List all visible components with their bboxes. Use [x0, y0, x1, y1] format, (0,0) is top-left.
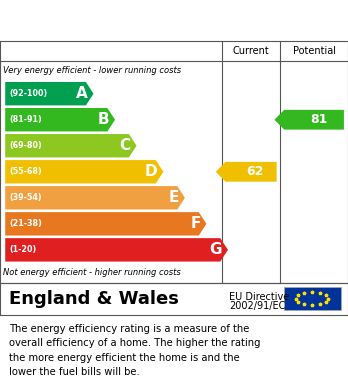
FancyBboxPatch shape — [284, 287, 341, 310]
Text: F: F — [190, 216, 201, 231]
Text: (39-54): (39-54) — [9, 193, 42, 202]
Text: (55-68): (55-68) — [9, 167, 42, 176]
Text: Very energy efficient - lower running costs: Very energy efficient - lower running co… — [3, 66, 182, 75]
Text: Energy Efficiency Rating: Energy Efficiency Rating — [9, 21, 219, 36]
Polygon shape — [5, 238, 228, 262]
Text: (69-80): (69-80) — [9, 141, 42, 150]
Polygon shape — [5, 212, 206, 235]
Text: England & Wales: England & Wales — [9, 290, 179, 308]
Polygon shape — [275, 110, 344, 129]
Text: Potential: Potential — [293, 46, 335, 56]
Text: The energy efficiency rating is a measure of the
overall efficiency of a home. T: The energy efficiency rating is a measur… — [9, 324, 260, 377]
Text: (1-20): (1-20) — [9, 246, 37, 255]
Text: C: C — [120, 138, 131, 153]
Text: Not energy efficient - higher running costs: Not energy efficient - higher running co… — [3, 268, 181, 277]
Polygon shape — [5, 160, 164, 183]
Text: G: G — [210, 242, 222, 257]
Text: (81-91): (81-91) — [9, 115, 42, 124]
Text: D: D — [145, 164, 158, 179]
Polygon shape — [5, 186, 185, 210]
Text: (21-38): (21-38) — [9, 219, 42, 228]
Polygon shape — [216, 162, 277, 182]
Polygon shape — [5, 108, 115, 131]
Text: A: A — [76, 86, 88, 101]
Text: 62: 62 — [246, 165, 264, 178]
Text: E: E — [169, 190, 179, 205]
Polygon shape — [5, 134, 136, 158]
Text: 81: 81 — [310, 113, 327, 126]
Text: EU Directive: EU Directive — [229, 292, 289, 302]
Text: (92-100): (92-100) — [9, 89, 48, 98]
Text: Current: Current — [233, 46, 269, 56]
Text: B: B — [98, 112, 109, 127]
Polygon shape — [5, 82, 94, 106]
Text: 2002/91/EC: 2002/91/EC — [229, 301, 285, 311]
